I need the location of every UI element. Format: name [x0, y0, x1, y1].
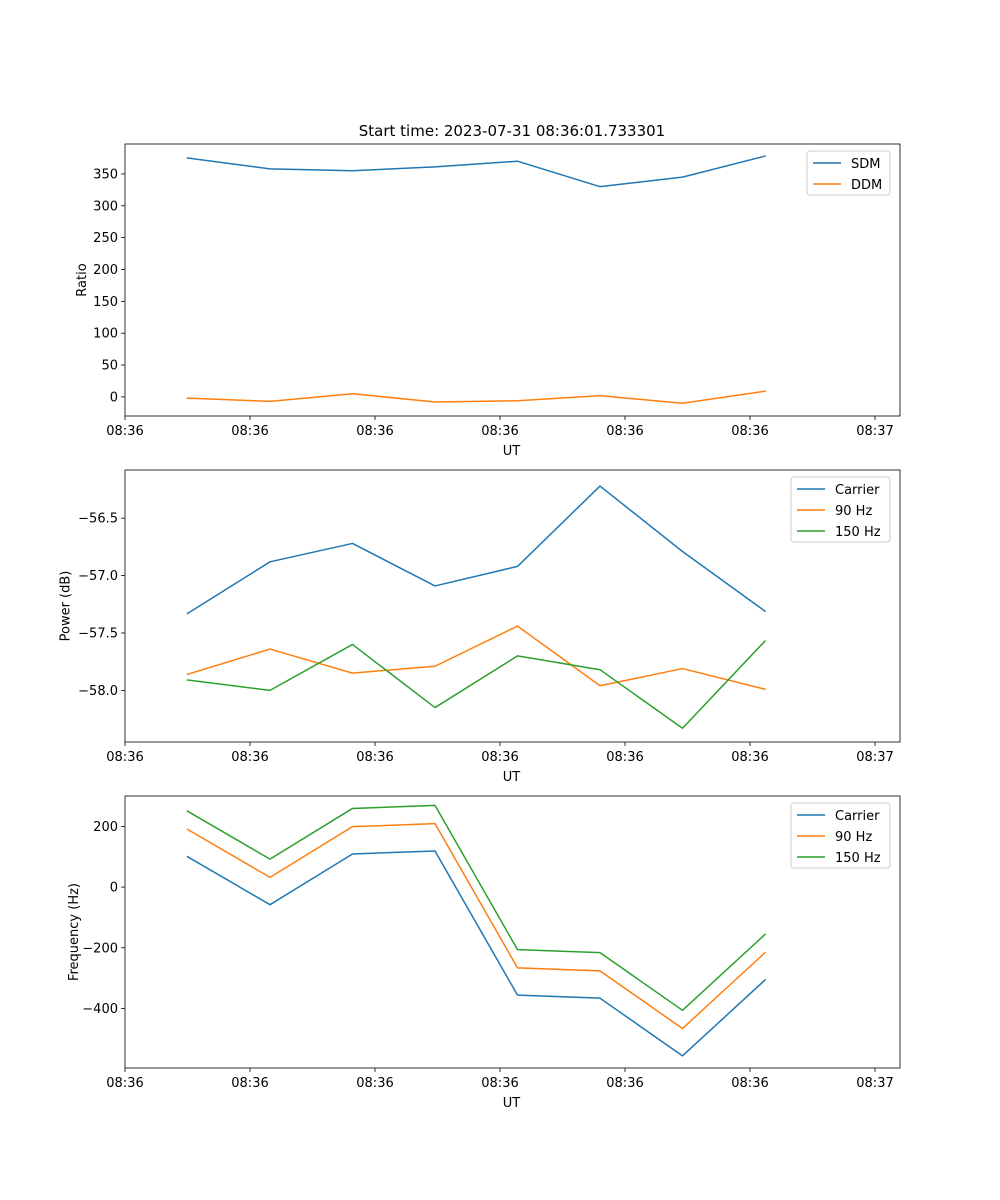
chart-1-x-tick-label: 08:36	[356, 424, 393, 439]
chart-1-y-tick-label: 300	[93, 199, 118, 214]
chart-2-x-tick-label: 08:36	[106, 750, 143, 765]
chart-3-legend: Carrier 90 Hz 150 Hz	[790, 802, 891, 869]
chart-3-x-tick-label: 08:36	[231, 1076, 268, 1091]
chart-2-y-tick-label: −57.0	[78, 569, 118, 584]
chart-1-legend-label: SDM	[851, 157, 880, 172]
chart-1-y-tick-label: 150	[93, 295, 118, 310]
chart-3-x-tick-label: 08:36	[606, 1076, 643, 1091]
chart-3-y-tick-label: 0	[110, 881, 118, 896]
chart-2-series-carrier-line	[186, 485, 767, 615]
chart-3-legend-box	[790, 802, 891, 869]
chart-1-y-tick-label: 200	[93, 263, 118, 278]
chart-1-x-tick-label: 08:36	[481, 424, 518, 439]
chart-3-y-tick-label: −200	[82, 941, 118, 956]
chart-3-y-tick-label: 200	[93, 820, 118, 835]
chart-2-x-tick-label: 08:36	[231, 750, 268, 765]
chart-1-axes-frame	[124, 143, 901, 417]
chart-3-x-tick-label: 08:36	[356, 1076, 393, 1091]
chart-3-x-tick-label: 08:36	[731, 1076, 768, 1091]
chart-3-x-tick-label: 08:37	[856, 1076, 893, 1091]
chart-1-legend: SDM DDM	[806, 150, 891, 196]
chart-1-y-tick-label: 250	[93, 231, 118, 246]
chart-1-x-tick-label: 08:36	[231, 424, 268, 439]
chart-3-axes-frame	[124, 795, 901, 1069]
chart-2-y-tick-label: −56.5	[78, 512, 118, 527]
chart-1-series-sdm-line	[186, 155, 766, 188]
chart-2-axes-frame	[124, 469, 901, 743]
chart-1-x-axis-label: UT	[503, 444, 521, 459]
chart-3-legend-label: Carrier	[835, 809, 880, 824]
chart-3-series-150-hz-line	[186, 804, 767, 1012]
chart-2-x-tick-label: 08:36	[731, 750, 768, 765]
chart-2-x-tick-label: 08:36	[481, 750, 518, 765]
figure-title: Start time: 2023-07-31 08:36:01.733301	[359, 122, 665, 140]
chart-1-x-tick-label: 08:36	[731, 424, 768, 439]
chart-1: 08:36 08:36 08:36 08:36 08:36 08:36 08:37 0 50 10…	[75, 143, 901, 459]
chart-2-x-tick-label: 08:37	[856, 750, 893, 765]
chart-3-legend-label: 150 Hz	[835, 851, 881, 866]
chart-3: 08:36 08:36 08:36 08:36 08:36 08:36 08:37 −400 −…	[67, 795, 901, 1111]
chart-2-series-150-hz-line	[186, 639, 767, 729]
chart-2-legend-label: 90 Hz	[835, 504, 872, 519]
chart-2-x-axis-label: UT	[503, 770, 521, 785]
chart-3-x-tick-label: 08:36	[481, 1076, 518, 1091]
chart-1-x-tick-label: 08:36	[606, 424, 643, 439]
chart-1-series-ddm-line	[186, 390, 766, 405]
chart-1-y-tick-label: 350	[93, 167, 118, 182]
chart-1-legend-label: DDM	[851, 178, 882, 193]
chart-1-y-tick-label: 50	[101, 359, 118, 374]
chart-2-x-tick-label: 08:36	[356, 750, 393, 765]
chart-3-y-axis-label: Frequency (Hz)	[67, 883, 82, 981]
chart-2-y-tick-label: −58.0	[78, 684, 118, 699]
chart-3-legend-label: 90 Hz	[835, 830, 872, 845]
chart-1-x-tick-label: 08:37	[856, 424, 893, 439]
chart-1-y-axis-label: Ratio	[75, 263, 90, 296]
chart-2-legend: Carrier 90 Hz 150 Hz	[790, 476, 891, 543]
chart-3-x-axis-label: UT	[503, 1096, 521, 1111]
chart-2-legend-label: 150 Hz	[835, 525, 881, 540]
chart-2-y-tick-label: −57.5	[78, 626, 118, 641]
chart-2-x-tick-label: 08:36	[606, 750, 643, 765]
chart-1-x-tick-label: 08:36	[106, 424, 143, 439]
chart-1-y-tick-label: 0	[110, 390, 118, 405]
chart-2: 08:36 08:36 08:36 08:36 08:36 08:36 08:37 −58.0…	[59, 469, 901, 785]
chart-3-series-carrier-line	[186, 850, 767, 1057]
chart-3-y-tick-label: −400	[82, 1002, 118, 1017]
chart-2-series-90-hz-line	[186, 625, 766, 691]
chart-2-y-axis-label: Power (dB)	[59, 571, 74, 642]
chart-1-y-tick-label: 100	[93, 327, 118, 342]
chart-3-x-tick-label: 08:36	[106, 1076, 143, 1091]
chart-2-legend-box	[790, 476, 891, 543]
chart-2-legend-label: Carrier	[835, 483, 880, 498]
chart-3-series-90-hz-line	[186, 822, 767, 1030]
